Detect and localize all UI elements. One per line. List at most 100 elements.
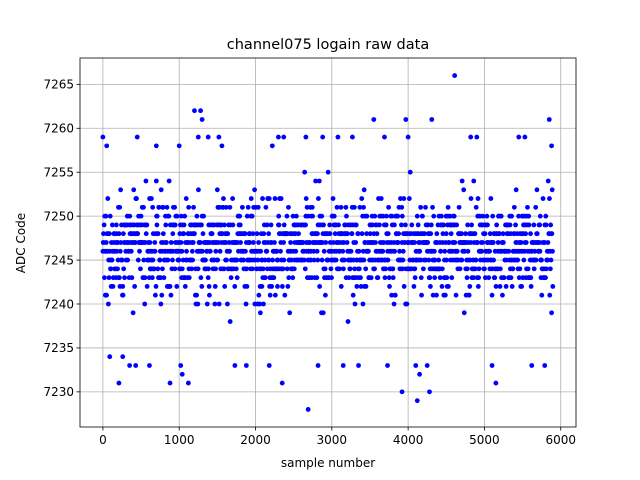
y-axis: 7230 7235 7240 7245 7250 7255 7260 7265 (43, 78, 80, 399)
outlier-point (382, 134, 387, 140)
data-point (377, 222, 382, 228)
data-point (537, 222, 543, 228)
data-point (482, 275, 488, 281)
data-point (213, 248, 219, 254)
data-point (225, 301, 230, 307)
data-point (350, 292, 356, 298)
data-point (138, 266, 143, 272)
data-point (534, 231, 540, 237)
outlier-point (529, 363, 535, 368)
data-point (302, 169, 308, 175)
data-point (383, 222, 389, 228)
data-point (248, 196, 254, 201)
data-point (404, 301, 410, 307)
x-tick-label: 1000 (164, 433, 195, 447)
outlier-point (120, 354, 126, 360)
data-point (420, 213, 425, 219)
data-point (398, 196, 403, 201)
data-point (543, 275, 548, 281)
data-point (245, 204, 251, 210)
outlier-point (489, 363, 495, 368)
data-point (132, 284, 138, 289)
data-point (368, 275, 374, 281)
data-point (418, 275, 424, 281)
data-point (275, 257, 281, 263)
data-point (158, 187, 164, 193)
data-point (531, 266, 537, 272)
data-point (521, 257, 527, 263)
data-point (160, 266, 165, 272)
data-point (281, 240, 286, 245)
data-point (102, 275, 107, 281)
data-point (442, 292, 448, 298)
data-point (446, 284, 451, 289)
data-point (432, 257, 438, 263)
data-point (510, 266, 516, 272)
data-point (250, 266, 255, 272)
data-point (179, 248, 185, 254)
outlier-point (195, 134, 201, 140)
data-point (490, 240, 496, 245)
data-point (420, 266, 426, 272)
data-point (293, 248, 299, 254)
outlier-point (178, 363, 184, 368)
outlier-point (104, 143, 110, 149)
data-point (153, 178, 159, 184)
x-tick-label: 4000 (393, 433, 424, 447)
data-point (328, 266, 334, 272)
data-point (353, 222, 359, 228)
data-point (221, 266, 227, 272)
data-point (352, 301, 358, 307)
data-point (244, 266, 250, 272)
data-point (244, 213, 250, 219)
data-point (196, 187, 201, 193)
data-point (279, 284, 285, 289)
data-point (300, 240, 306, 245)
data-point (528, 275, 534, 281)
data-point (237, 213, 243, 219)
data-point (320, 310, 326, 316)
data-point (475, 284, 481, 289)
data-point (500, 292, 505, 298)
data-point (275, 284, 280, 289)
data-point (242, 231, 248, 237)
data-point (486, 275, 492, 281)
data-point (532, 248, 538, 254)
data-point (198, 275, 204, 281)
outlier-point (167, 380, 173, 386)
data-point (319, 213, 325, 219)
data-point (317, 284, 323, 289)
data-point (118, 187, 123, 193)
data-point (127, 213, 133, 219)
data-point (400, 248, 406, 254)
data-point (389, 213, 395, 219)
data-point (172, 204, 178, 210)
data-point (121, 266, 127, 272)
data-point (528, 231, 533, 237)
data-point (399, 204, 405, 210)
data-point (456, 204, 462, 210)
data-point (109, 222, 115, 228)
data-point (186, 204, 192, 210)
data-point (358, 284, 364, 289)
data-point (428, 231, 434, 237)
data-point (191, 204, 196, 210)
data-point (269, 284, 275, 289)
data-point (454, 222, 460, 228)
data-point (493, 284, 499, 289)
data-point (206, 266, 211, 272)
outlier-point (179, 371, 185, 377)
data-point (392, 292, 398, 298)
data-point (168, 292, 174, 298)
data-point (418, 257, 424, 263)
data-point (427, 275, 433, 281)
data-point (161, 275, 167, 281)
data-point (108, 266, 114, 272)
data-point (316, 178, 322, 184)
data-point (255, 204, 261, 210)
data-point (266, 231, 272, 237)
data-point (132, 240, 138, 245)
data-point (343, 204, 349, 210)
outlier-point (205, 134, 211, 140)
